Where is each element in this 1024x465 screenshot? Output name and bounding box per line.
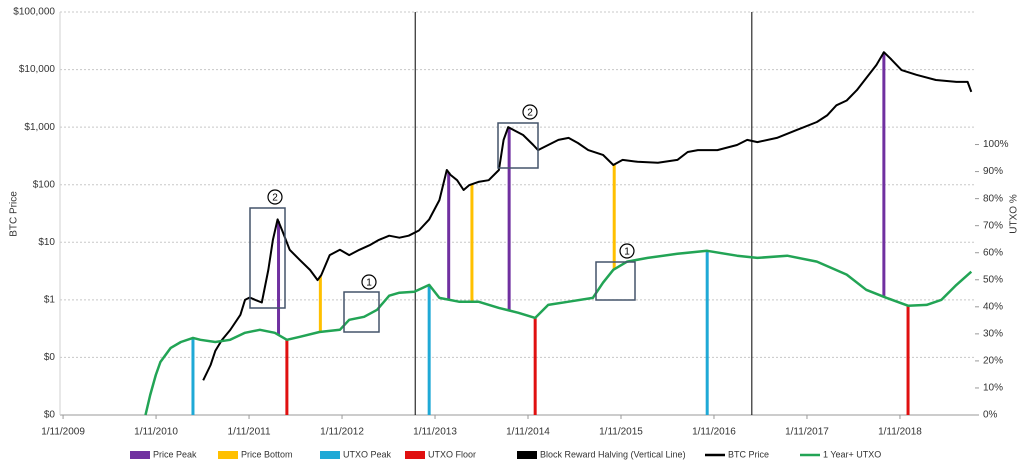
legend-label: UTXO Peak <box>343 449 392 459</box>
x-tick-label: 1/11/2017 <box>785 427 829 438</box>
y-axis-label: BTC Price <box>9 191 20 237</box>
annotation-label: 2 <box>272 193 278 204</box>
y2-tick-label: 70% <box>983 220 1003 231</box>
legend-swatch <box>320 451 340 459</box>
annotation-circle <box>619 243 635 259</box>
x-tick-label: 1/11/2013 <box>413 427 457 438</box>
legend-label: BTC Price <box>728 449 769 459</box>
annotation-label: 1 <box>366 278 372 289</box>
legend-swatch <box>130 451 150 459</box>
y2-axis-label: UTXO % <box>1009 194 1020 234</box>
annotation-label: 2 <box>527 108 533 119</box>
y-tick-label: $100,000 <box>13 7 55 18</box>
legend-label: Price Bottom <box>241 449 293 459</box>
y-tick-label: $1 <box>44 294 56 305</box>
annotation-box <box>249 207 286 309</box>
annotation-box <box>343 291 380 333</box>
y2-tick-label: 10% <box>983 383 1003 394</box>
legend-swatch <box>405 451 425 459</box>
y-tick-label: $10 <box>38 237 55 248</box>
x-tick-label: 1/11/2011 <box>228 427 271 438</box>
x-tick-label: 1/11/2009 <box>41 427 85 438</box>
y2-tick-label: 90% <box>983 166 1003 177</box>
x-tick-label: 1/11/2018 <box>878 427 922 438</box>
x-tick-label: 1/11/2012 <box>320 427 364 438</box>
x-tick-label: 1/11/2016 <box>692 427 736 438</box>
y-tick-label: $0 <box>44 352 56 363</box>
y2-tick-label: 80% <box>983 193 1003 204</box>
y2-tick-label: 40% <box>983 301 1003 312</box>
y-tick-label: $0 <box>44 410 56 421</box>
annotation-circle <box>361 274 377 290</box>
legend-swatch <box>218 451 238 459</box>
series-line <box>202 51 973 381</box>
x-tick-label: 1/11/2014 <box>506 427 550 438</box>
annotation-box <box>595 261 636 301</box>
x-tick-label: 1/11/2015 <box>599 427 643 438</box>
legend-label: 1 Year+ UTXO <box>823 449 881 459</box>
annotation-circle <box>267 189 283 205</box>
series-line <box>144 249 973 416</box>
annotation-circle <box>522 104 538 120</box>
y-tick-label: $10,000 <box>19 64 56 75</box>
legend-swatch <box>517 451 537 459</box>
y2-tick-label: 20% <box>983 356 1003 367</box>
y2-tick-label: 30% <box>983 328 1003 339</box>
y2-tick-label: 100% <box>983 139 1009 150</box>
y2-tick-label: 60% <box>983 247 1003 258</box>
legend-label: Price Peak <box>153 449 197 459</box>
y-tick-label: $1,000 <box>24 122 55 133</box>
annotation-box <box>497 122 539 169</box>
annotation-label: 1 <box>624 247 630 258</box>
y2-tick-label: 0% <box>983 410 998 421</box>
y-tick-label: $100 <box>33 179 56 190</box>
y2-tick-label: 50% <box>983 274 1003 285</box>
legend-label: Block Reward Halving (Vertical Line) <box>540 449 686 459</box>
legend-label: UTXO Floor <box>428 449 476 459</box>
x-tick-label: 1/11/2010 <box>134 427 178 438</box>
